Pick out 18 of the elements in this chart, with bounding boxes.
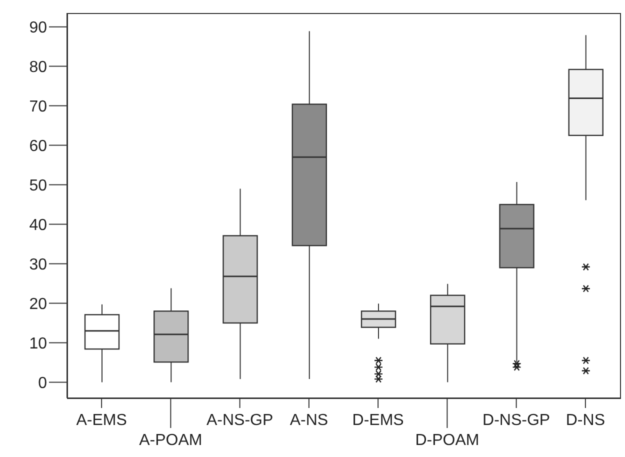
y-tick-label: 0 xyxy=(38,374,48,392)
y-tick-label: 90 xyxy=(29,20,48,36)
x-tick-label: A-NS xyxy=(290,412,328,429)
x-tick-label: D-NS xyxy=(566,412,605,429)
x-tick-label: D-NS-GP xyxy=(482,412,550,429)
y-tick-label: 40 xyxy=(29,216,48,234)
y-tick-label: 10 xyxy=(29,335,48,352)
x-tick-label: A-EMS xyxy=(76,412,127,429)
y-tick-label: 20 xyxy=(29,296,48,313)
x-tick-label: A-POAM xyxy=(139,432,202,449)
y-tick-label: 50 xyxy=(29,177,48,194)
x-tick-label: A-NS-GP xyxy=(206,412,274,429)
y-tick-label: 80 xyxy=(29,58,48,76)
y-tick-label: 60 xyxy=(29,138,48,155)
x-tick-label: D-POAM xyxy=(415,432,480,449)
y-tick-label: 70 xyxy=(29,98,48,116)
x-tick-label: D-EMS xyxy=(352,412,404,429)
y-tick-label: 30 xyxy=(29,256,48,274)
